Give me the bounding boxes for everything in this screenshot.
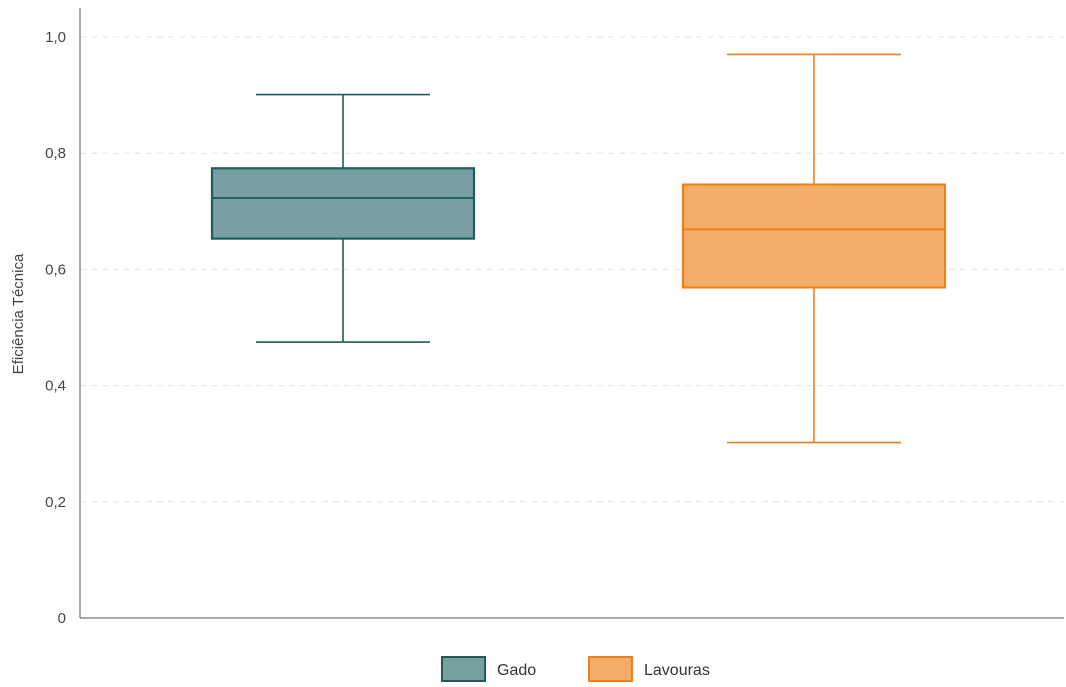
y-tick-label: 0,8 [45,145,66,162]
legend-swatch [588,656,633,682]
y-tick-label: 0,4 [45,378,66,395]
legend-item-lavouras: Lavouras [588,656,710,682]
y-tick-label: 0,6 [45,261,66,278]
legend: Gado Lavouras [441,656,710,682]
legend-swatch [441,656,486,682]
interquartile-box [210,167,476,240]
interquartile-box [681,183,947,289]
box-lavouras [681,53,947,444]
y-tick-labels: 0 0,2 0,4 0,6 0,8 1,0 [45,29,66,627]
y-axis-title: Eficiência Técnica [10,253,27,374]
legend-label: Lavouras [644,662,710,679]
y-tick-label: 1,0 [45,29,66,46]
y-tick-label: 0,2 [45,494,66,511]
legend-item-gado: Gado [441,656,536,682]
legend-label: Gado [497,662,536,679]
box-gado [210,93,476,343]
axes [79,8,1064,619]
boxes [210,53,947,444]
y-tick-label: 0 [58,610,66,627]
